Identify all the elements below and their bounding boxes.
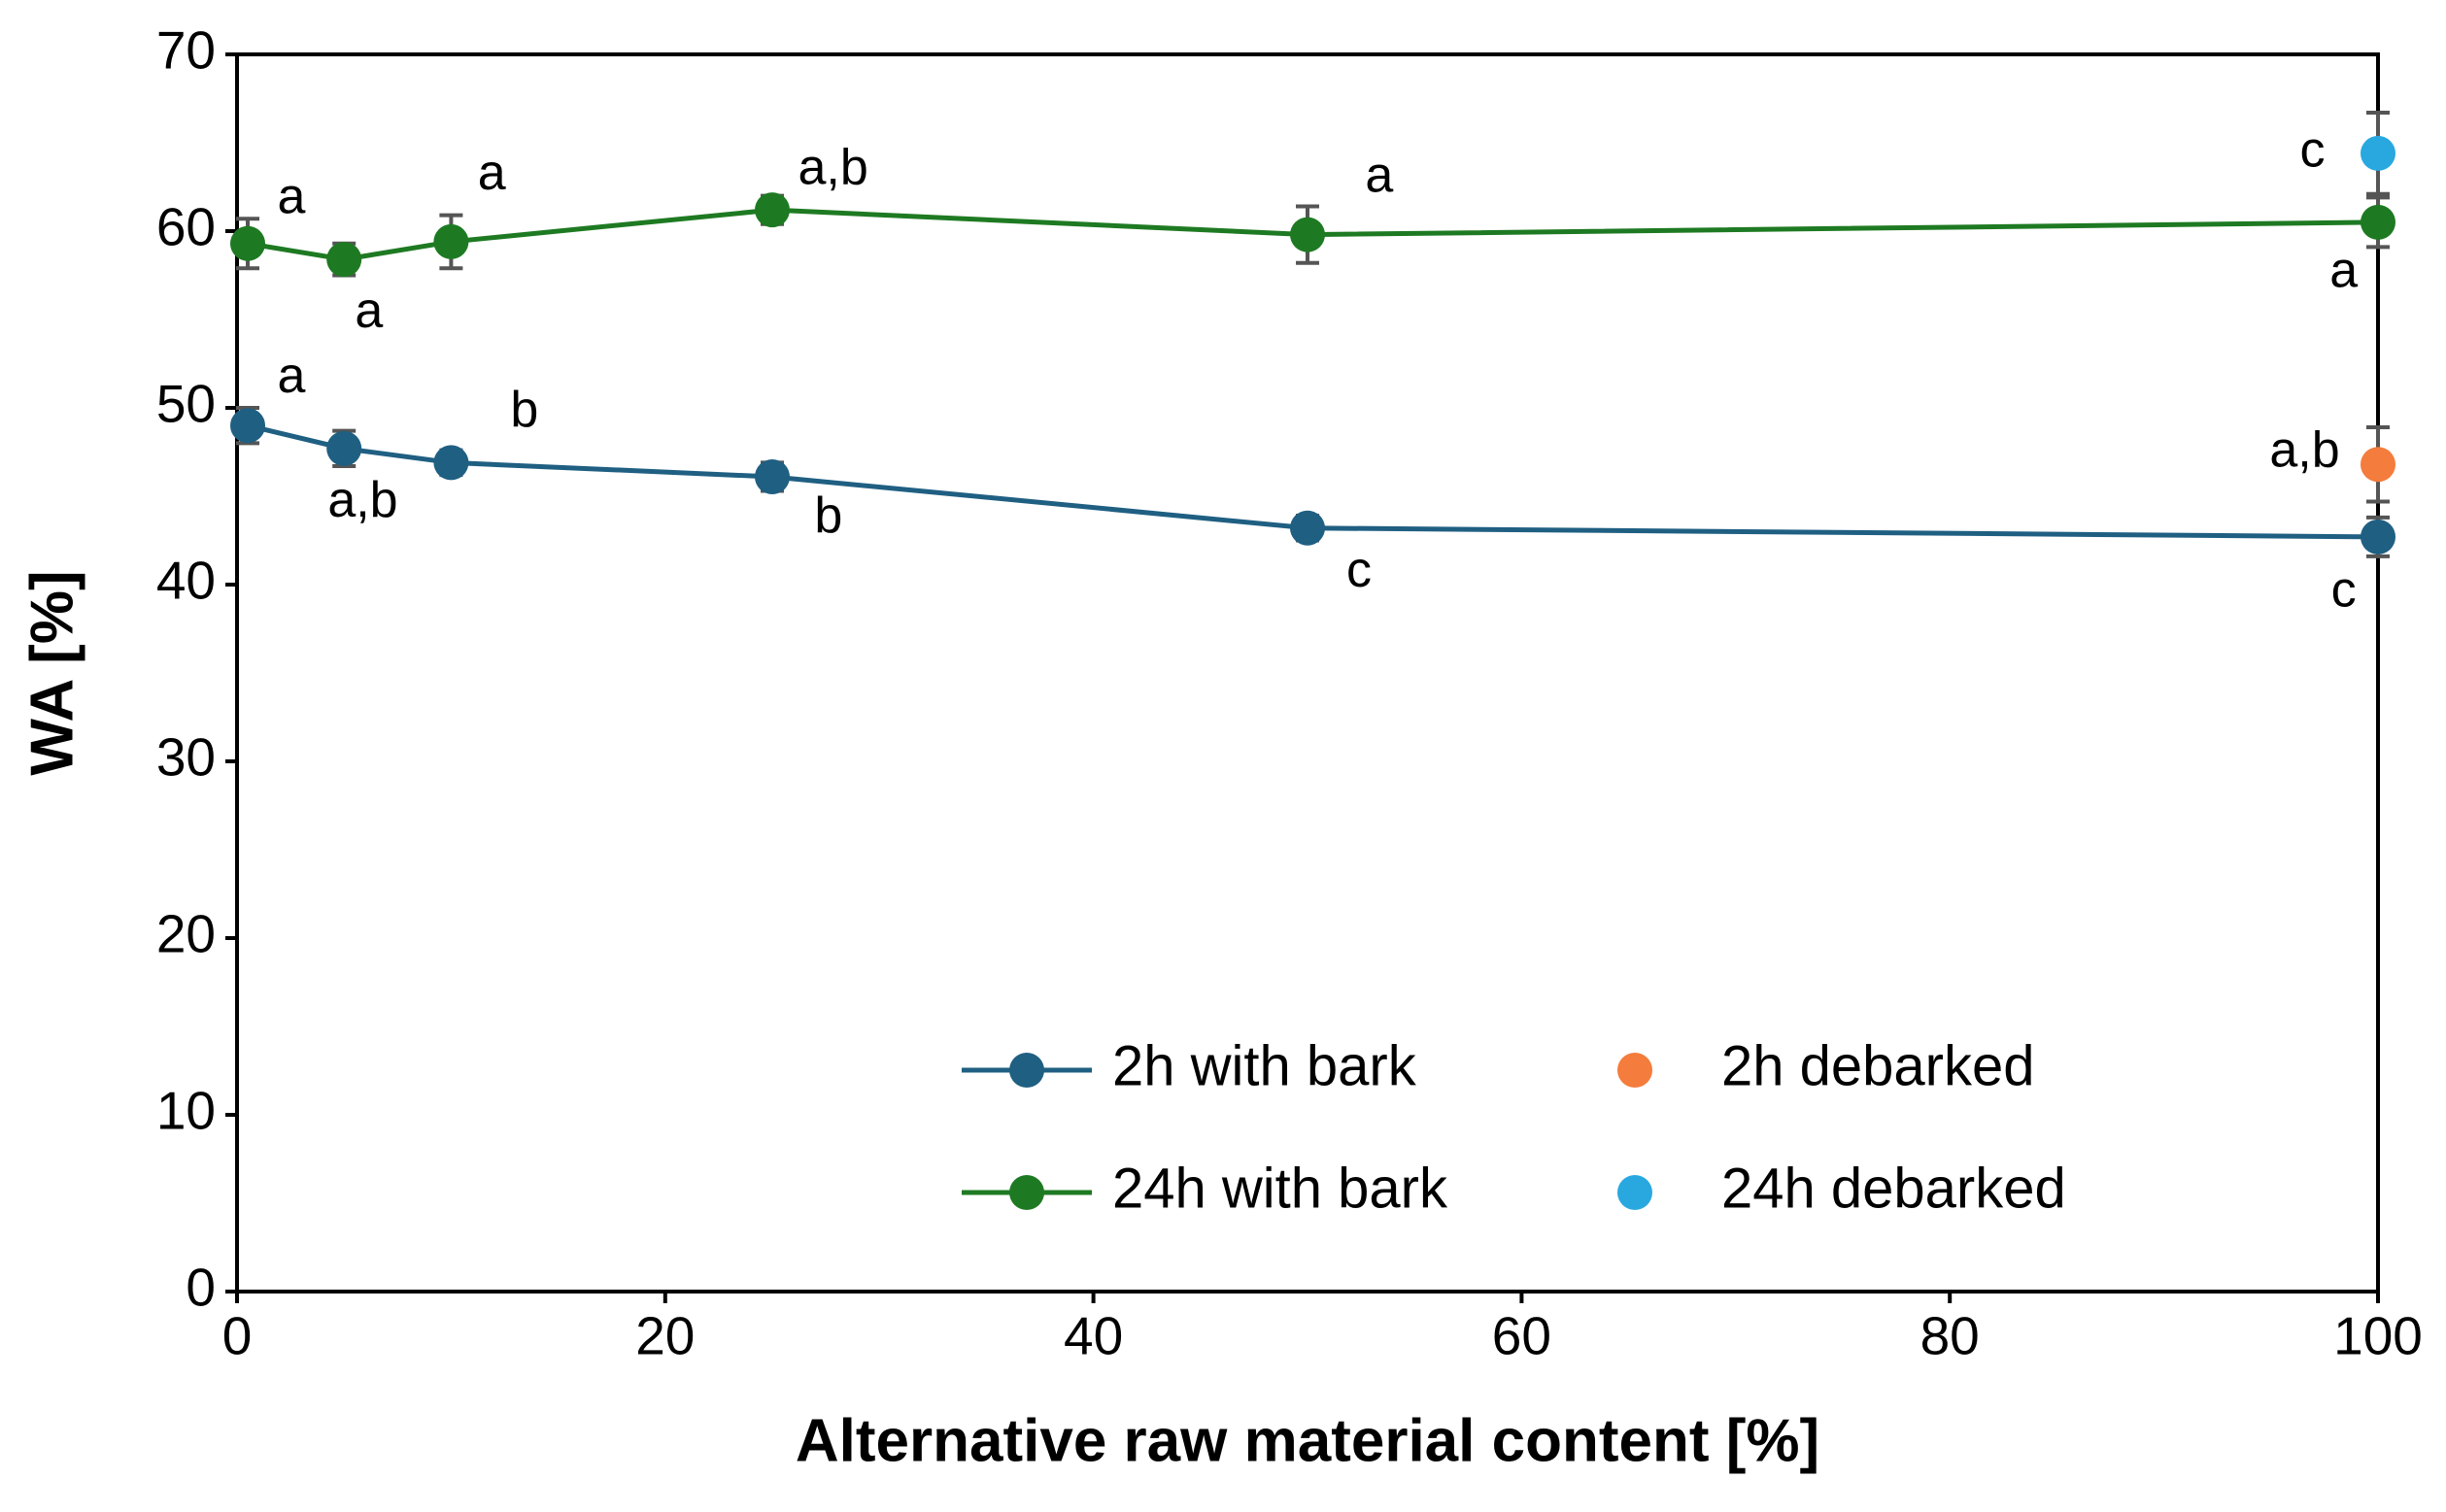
y-tick-label: 50 xyxy=(156,374,216,434)
marker xyxy=(755,458,790,494)
significance-label: a,b xyxy=(2269,422,2339,479)
legend-marker xyxy=(1009,1053,1044,1088)
significance-label: b xyxy=(510,382,538,438)
significance-label: c xyxy=(2331,561,2357,618)
significance-label: a xyxy=(355,283,383,339)
x-tick-label: 40 xyxy=(1064,1306,1123,1366)
x-tick-label: 100 xyxy=(2333,1306,2423,1366)
marker xyxy=(755,192,790,228)
marker xyxy=(1290,510,1325,546)
marker xyxy=(2361,135,2395,171)
x-tick-label: 20 xyxy=(635,1306,695,1366)
legend-marker xyxy=(1009,1175,1044,1210)
legend-marker xyxy=(1617,1053,1652,1088)
x-tick-label: 60 xyxy=(1492,1306,1551,1366)
marker xyxy=(230,408,266,444)
significance-label: a xyxy=(278,169,306,225)
legend-label: 2h debarked xyxy=(1721,1034,2034,1097)
marker xyxy=(433,445,469,481)
y-tick-label: 10 xyxy=(156,1081,216,1141)
significance-label: a,b xyxy=(327,472,397,528)
significance-label: c xyxy=(2300,122,2326,179)
legend-label: 24h debarked xyxy=(1721,1157,2066,1220)
marker xyxy=(2361,447,2395,483)
x-axis-title: Alternative raw material content [%] xyxy=(796,1407,1819,1474)
y-tick-label: 60 xyxy=(156,197,216,257)
marker xyxy=(326,430,362,466)
y-tick-label: 40 xyxy=(156,551,216,611)
y-axis-title: WA [%] xyxy=(18,570,85,775)
significance-label: a xyxy=(278,348,306,404)
marker xyxy=(1290,217,1325,252)
legend-marker xyxy=(1617,1175,1652,1210)
legend-label: 24h with bark xyxy=(1112,1157,1448,1220)
significance-label: a xyxy=(478,145,506,201)
marker xyxy=(2361,204,2395,240)
significance-label: a xyxy=(2329,243,2358,299)
marker xyxy=(230,225,266,261)
y-tick-label: 20 xyxy=(156,904,216,964)
significance-label: a,b xyxy=(798,140,867,196)
x-tick-label: 0 xyxy=(222,1306,253,1366)
marker xyxy=(2361,519,2395,554)
significance-label: a xyxy=(1365,148,1393,204)
x-tick-label: 80 xyxy=(1920,1306,1980,1366)
y-tick-label: 0 xyxy=(186,1258,216,1318)
marker xyxy=(433,223,469,259)
y-tick-label: 70 xyxy=(156,20,216,81)
marker xyxy=(326,242,362,278)
legend-label: 2h with bark xyxy=(1112,1034,1417,1097)
significance-label: b xyxy=(814,487,842,544)
significance-label: c xyxy=(1346,542,1372,598)
plot-frame xyxy=(235,52,2380,1294)
y-tick-label: 30 xyxy=(156,727,216,788)
